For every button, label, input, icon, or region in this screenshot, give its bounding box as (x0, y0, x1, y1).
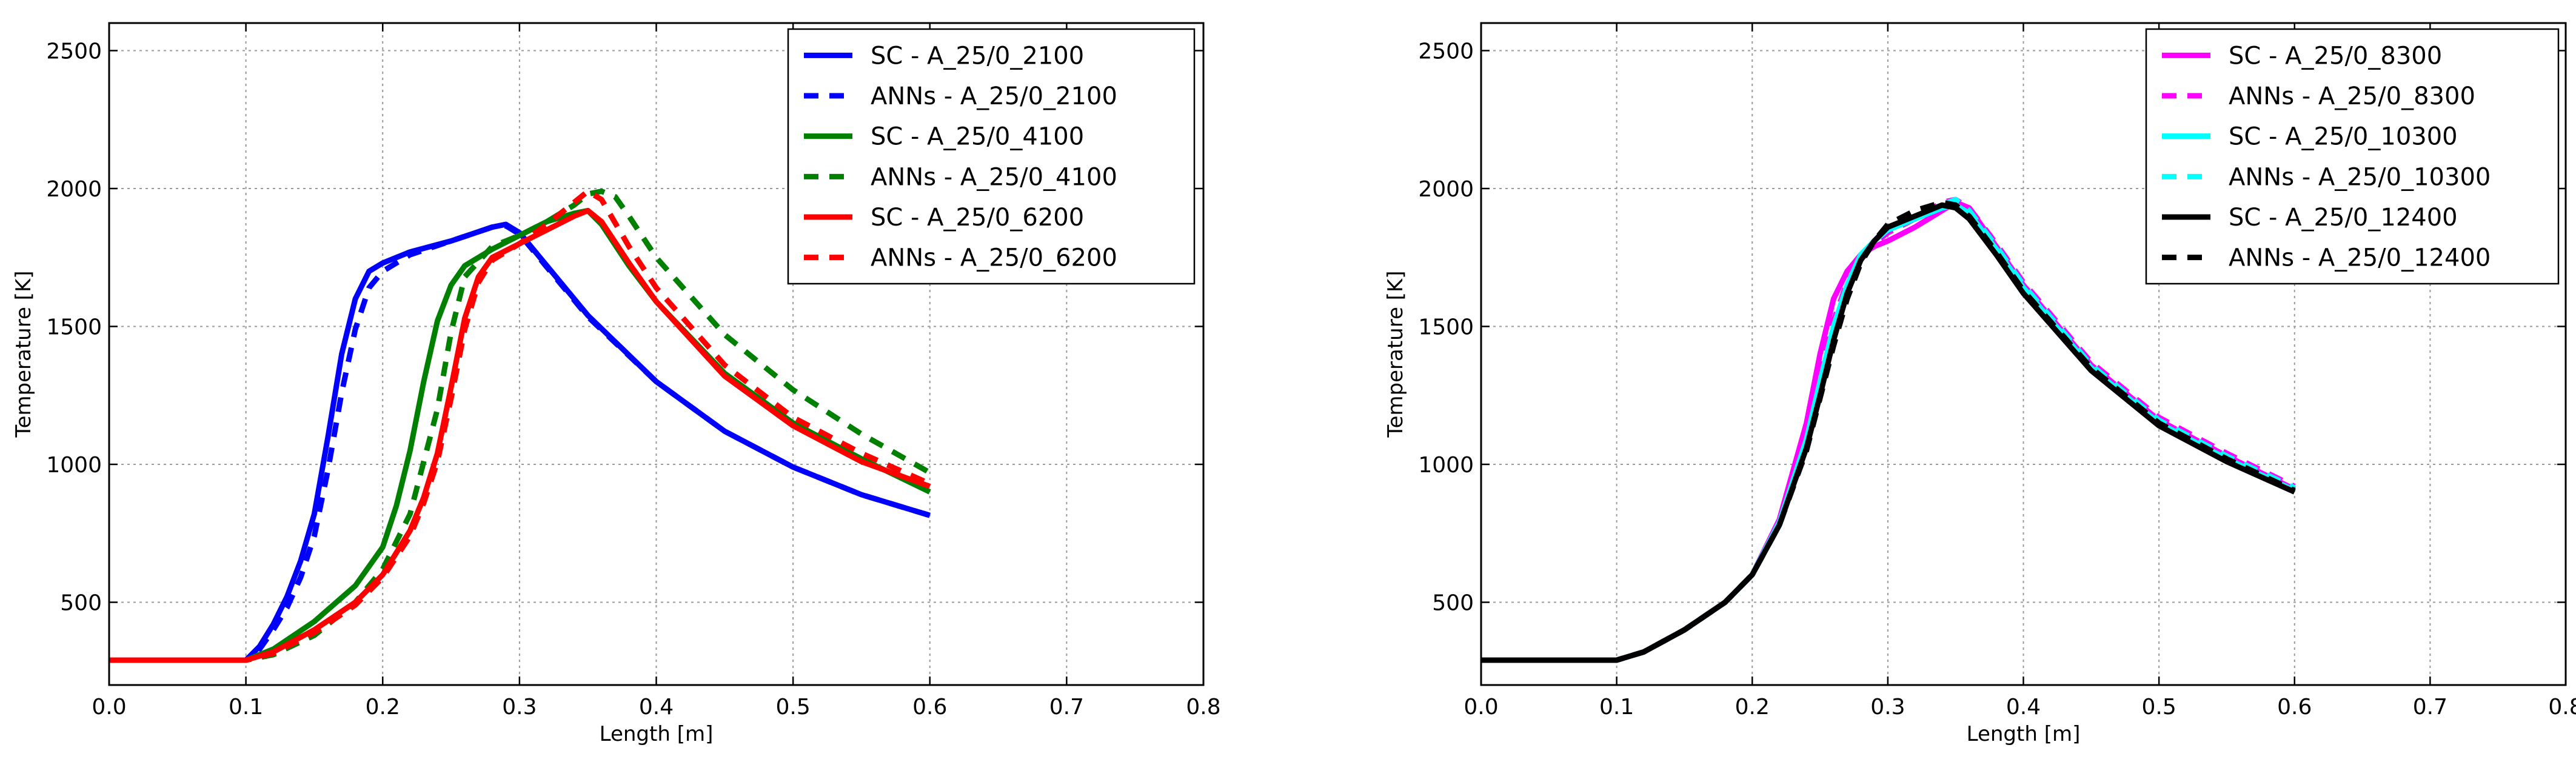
legend: SC - A_25/0_8300 ANNs - A_25/0_8300 SC - A… (2145, 28, 2560, 285)
plot-frame (1480, 22, 2567, 686)
x-tick-label: 0.6 (912, 695, 947, 720)
legend-label: ANNs - A_25/0_8300 (2229, 82, 2475, 110)
x-tick-label: 0.5 (775, 695, 810, 720)
x-tick-label: 0.7 (2413, 695, 2447, 720)
x-tick-label: 0.2 (366, 695, 400, 720)
x-tick-label: 0.4 (2006, 695, 2041, 720)
legend-label: ANNs - A_25/0_6200 (871, 244, 1117, 272)
x-tick-label: 0.1 (229, 695, 263, 720)
y-tick-label: 500 (1432, 591, 1474, 616)
legend-label: ANNs - A_25/0_12400 (2229, 244, 2491, 272)
y-axis-label: Temperature [K] (1383, 270, 1408, 438)
y-tick-label: 1500 (46, 315, 102, 340)
x-tick-label: 0.8 (2548, 695, 2576, 720)
x-tick-label: 0.6 (2277, 695, 2312, 720)
legend-label: ANNs - A_25/0_4100 (871, 163, 1117, 191)
legend-label: SC - A_25/0_12400 (2229, 204, 2458, 232)
x-axis-label: Length [m] (1967, 722, 2081, 746)
x-tick-label: 0.0 (1464, 695, 1498, 720)
y-tick-label: 1000 (1418, 453, 1474, 478)
y-tick-label: 2000 (1418, 177, 1474, 202)
x-tick-label: 0.2 (1735, 695, 1770, 720)
legend-label: ANNs - A_25/0_2100 (871, 82, 1117, 110)
x-tick-label: 0.4 (639, 695, 674, 720)
x-tick-label: 0.1 (1599, 695, 1634, 720)
y-tick-label: 2000 (46, 177, 102, 202)
y-axis-label: Temperature [K] (12, 270, 36, 438)
legend: SC - A_25/0_2100 ANNs - A_25/0_2100 SC - A… (787, 28, 1196, 285)
legend-label: SC - A_25/0_6200 (871, 204, 1084, 232)
y-tick-label: 2500 (46, 39, 102, 64)
y-tick-label: 2500 (1418, 39, 1474, 64)
series-line-2 (109, 222, 931, 663)
y-tick-label: 500 (60, 591, 102, 616)
x-tick-label: 0.0 (92, 695, 126, 720)
legend-label: SC - A_25/0_4100 (871, 123, 1084, 151)
x-tick-label: 0.3 (1870, 695, 1905, 720)
x-axis-label: Length [m] (600, 722, 714, 746)
x-tick-label: 0.5 (2141, 695, 2176, 720)
series-line-5 (109, 207, 931, 663)
series-line-6 (109, 189, 931, 663)
y-tick-label: 1500 (1418, 315, 1474, 340)
legend-label: SC - A_25/0_10300 (2229, 123, 2458, 151)
y-tick-label: 1000 (46, 453, 102, 478)
legend-box (787, 28, 1196, 285)
series-line-4 (109, 189, 931, 663)
plot-frame (108, 22, 1205, 686)
legend-label: ANNs - A_25/0_10300 (2229, 163, 2491, 191)
x-tick-label: 0.3 (502, 695, 537, 720)
legend-label: SC - A_25/0_8300 (2229, 42, 2442, 70)
x-tick-label: 0.7 (1049, 695, 1084, 720)
legend-box (2145, 28, 2560, 285)
legend-label: SC - A_25/0_2100 (871, 42, 1084, 70)
chart-panel-1: 0.0 0.1 0.2 0.3 0.4 0.5 0.6 0.7 0.8 500 1000 1500 20… (12, 22, 1221, 746)
chart-panel-2: 0.0 0.1 0.2 0.3 0.4 0.5 0.6 0.7 0.8 500 1000 1500 20… (1383, 22, 2576, 746)
series-line-6 (1481, 199, 2296, 663)
x-tick-label: 0.8 (1186, 695, 1220, 720)
